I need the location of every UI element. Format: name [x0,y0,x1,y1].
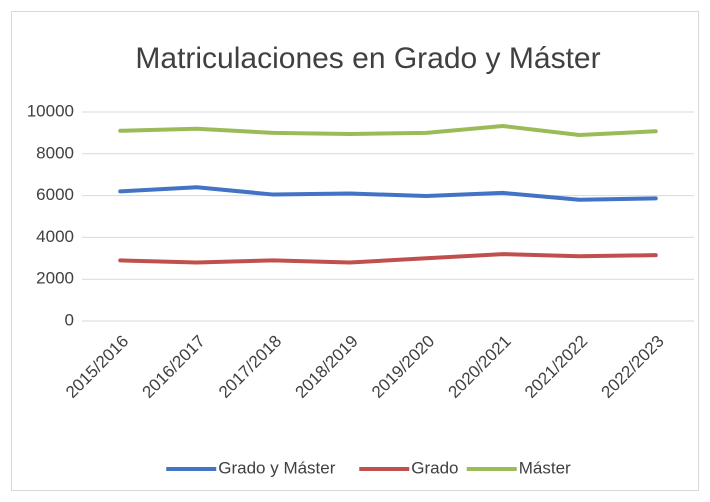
y-tick-label: 0 [65,310,74,329]
series-line [118,252,658,265]
legend-label: Grado y Máster [218,458,335,477]
y-tick-label: 10000 [27,101,74,120]
y-tick-label: 4000 [36,227,74,246]
y-tick-label: 2000 [36,269,74,288]
series-line [118,124,658,137]
legend-label: Máster [519,458,571,477]
y-tick-label: 8000 [36,143,74,162]
chart-border [11,11,699,491]
chart-title: Matriculaciones en Grado y Máster [135,42,600,75]
y-tick-label: 6000 [36,185,74,204]
series-line [118,185,658,202]
legend-label: Grado [411,458,458,477]
